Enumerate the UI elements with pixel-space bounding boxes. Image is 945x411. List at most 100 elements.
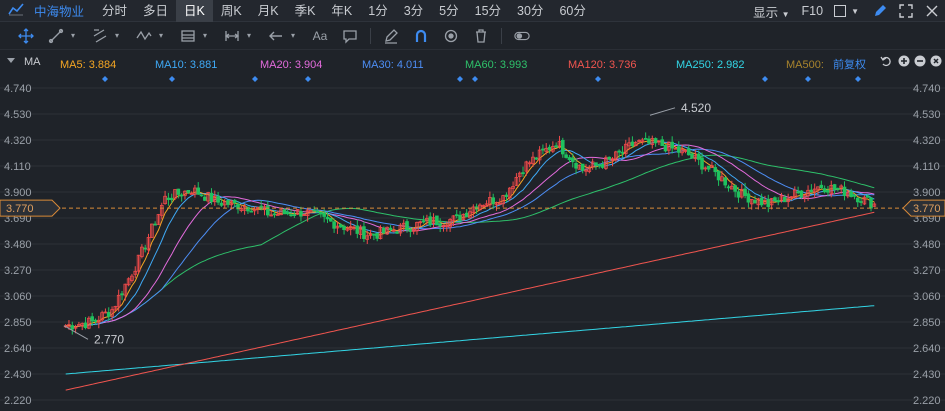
pencil-icon[interactable] (379, 25, 403, 47)
candle-body (338, 224, 343, 228)
close-icon[interactable] (924, 3, 940, 19)
candle-body (229, 200, 234, 206)
y-tick-label-right: 3.270 (913, 265, 941, 277)
divider (370, 27, 371, 44)
candle-body (869, 197, 873, 209)
candle-body (855, 197, 860, 203)
candle-body (537, 149, 542, 161)
chevron-down-icon[interactable]: ▾ (202, 31, 207, 40)
y-tick-label-right: 2.220 (913, 395, 941, 407)
candle-body (116, 294, 121, 308)
add-icon[interactable] (898, 55, 910, 67)
candle-body (872, 203, 877, 207)
candle-body (776, 200, 781, 203)
collapse-icon[interactable] (7, 58, 15, 63)
event-marker (762, 76, 768, 82)
candle-body (216, 196, 220, 203)
chevron-down-icon[interactable]: ▼ (851, 6, 859, 16)
f10-button[interactable]: F10 (801, 4, 824, 18)
legend-title: MA (24, 56, 41, 68)
checkbox-icon[interactable] (834, 5, 847, 17)
candle-body (388, 227, 393, 231)
candle-body (193, 187, 197, 195)
candle-body (219, 202, 224, 206)
measure-icon[interactable] (220, 25, 244, 47)
chevron-down-icon[interactable]: ▾ (246, 31, 251, 40)
toggle-icon[interactable] (510, 25, 534, 47)
candle-body (136, 254, 141, 272)
magnet-icon[interactable] (409, 25, 433, 47)
candle-body (614, 151, 618, 160)
period-tab[interactable]: 分时 (102, 3, 128, 18)
chevron-down-icon[interactable]: ▾ (290, 31, 295, 40)
candle-body (574, 163, 578, 169)
candle-body (163, 195, 167, 205)
candle-body (451, 215, 456, 222)
candle-body (345, 228, 350, 231)
y-tick-label-right: 4.530 (913, 109, 941, 121)
event-marker (472, 76, 478, 82)
candle-body (557, 141, 562, 147)
candle-body (677, 146, 681, 153)
undo-icon[interactable] (880, 55, 892, 67)
event-marker (305, 76, 311, 82)
candle-body (348, 226, 353, 230)
period-tab[interactable]: 15分 (474, 3, 502, 18)
period-tab[interactable]: 30分 (517, 3, 544, 18)
period-tab[interactable]: 多日 (143, 3, 169, 18)
candle-body (431, 217, 436, 224)
candle-body (726, 186, 731, 189)
candle-body (183, 190, 187, 196)
period-tab[interactable]: 3分 (403, 3, 424, 18)
display-menu[interactable]: 显示 ▼ (753, 5, 790, 20)
remove-icon[interactable] (914, 55, 926, 67)
candle-body (398, 224, 403, 234)
candle-body (408, 228, 413, 232)
chevron-down-icon[interactable]: ▾ (114, 31, 119, 40)
candle-body (753, 199, 757, 204)
period-tab[interactable]: 60分 (559, 3, 586, 18)
candle-body (458, 214, 462, 222)
candle-body (723, 177, 727, 186)
eye-icon[interactable] (439, 25, 463, 47)
current-price-label-left: 3.770 (6, 203, 34, 215)
candle-body (77, 324, 81, 327)
candle-body (836, 187, 840, 190)
pen-icon[interactable] (872, 3, 888, 19)
period-bar: 中海物业 分时 多日 日K 周K 月K 季K 年K 1分 3分 5分 15分 30分 60分 显示 ▼ … (0, 0, 945, 22)
candle-body (312, 209, 317, 212)
text-icon[interactable]: Aa (312, 28, 328, 43)
line-icon[interactable] (44, 25, 68, 47)
chevron-down-icon[interactable]: ▾ (158, 31, 163, 40)
arrow-icon[interactable] (264, 25, 288, 47)
y-tick-label-left: 2.430 (4, 369, 32, 381)
candle-body (786, 198, 790, 202)
period-tab[interactable]: 日K (176, 0, 213, 22)
candle-body (620, 151, 625, 154)
candle-body (683, 150, 688, 152)
kline-chart[interactable]: 4.740 4.740 4.530 4.530 4.320 4.320 4.110 4.110… (0, 72, 945, 411)
period-tab[interactable]: 1分 (368, 3, 388, 18)
candle-body (352, 226, 356, 229)
chevron-down-icon[interactable]: ▾ (70, 31, 75, 40)
period-tab[interactable]: 周K (220, 3, 242, 18)
adjust-mode[interactable]: 前复权 (833, 59, 866, 71)
trash-icon[interactable] (469, 25, 493, 47)
period-tab[interactable]: 季K (294, 3, 316, 18)
stock-name[interactable]: 中海物业 (0, 1, 94, 20)
legend-item: MA60: 3.993 (465, 59, 528, 71)
period-tab[interactable]: 月K (257, 3, 279, 18)
current-price-label-right: 3.770 (913, 203, 941, 215)
expand-icon[interactable] (898, 3, 914, 19)
crosshair-icon[interactable] (14, 25, 38, 47)
candle-body (650, 138, 655, 145)
fib-icon[interactable] (176, 25, 200, 47)
period-tab[interactable]: 5分 (439, 3, 459, 18)
period-tab[interactable]: 年K (331, 3, 353, 18)
candle-body (710, 165, 714, 168)
comment-icon[interactable] (338, 25, 362, 47)
close-icon[interactable] (930, 55, 942, 67)
wave-icon[interactable] (132, 25, 156, 47)
candle-body (212, 195, 217, 203)
channel-icon[interactable] (88, 25, 112, 47)
